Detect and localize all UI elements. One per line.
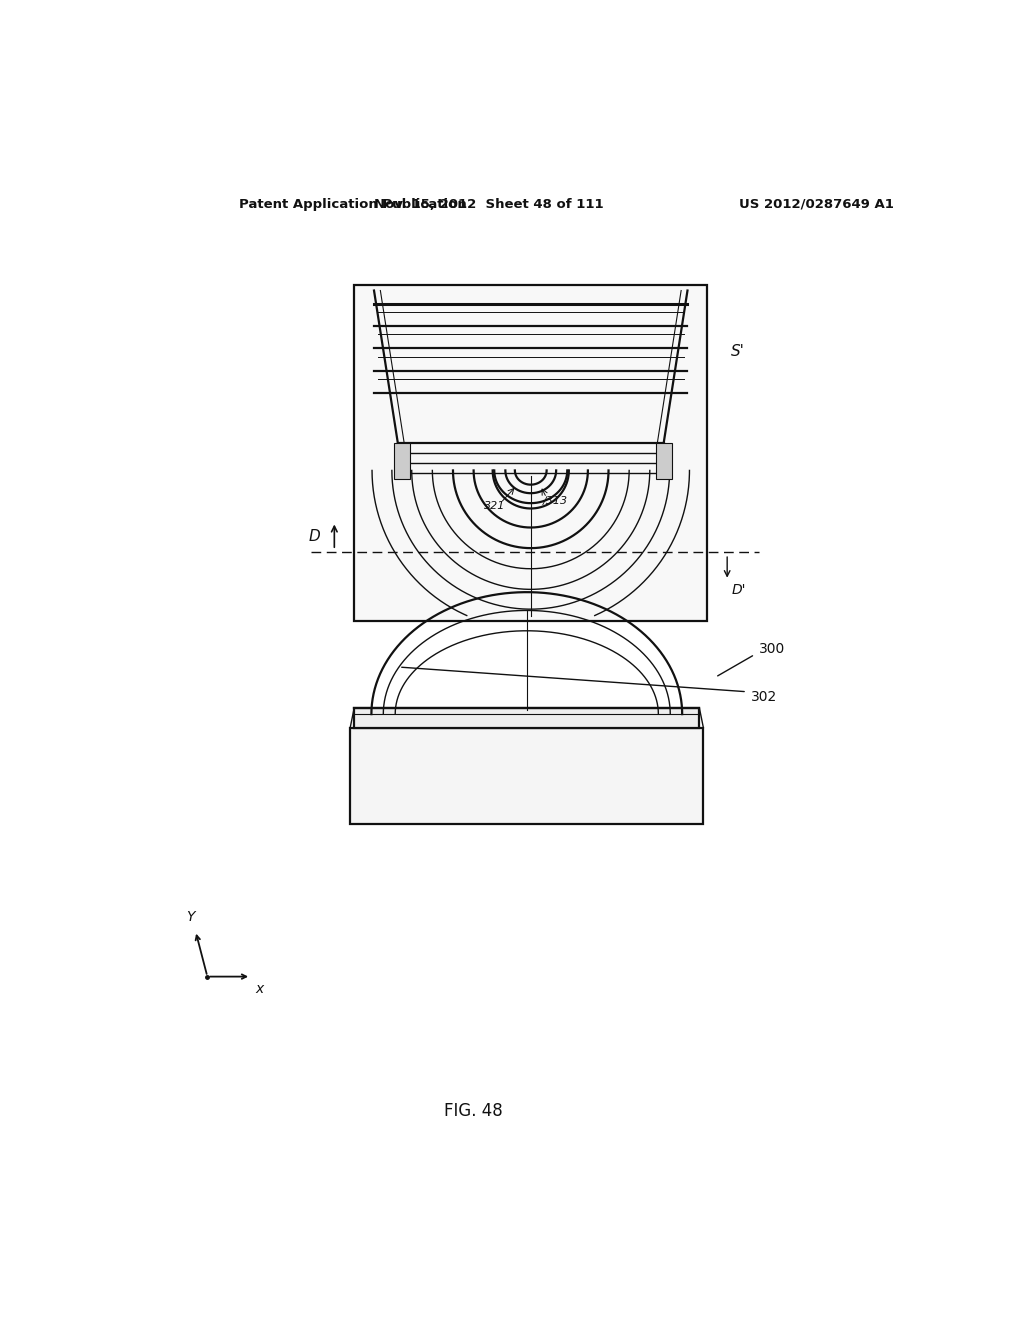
- Text: /313: /313: [543, 496, 567, 506]
- Text: 300: 300: [759, 643, 785, 656]
- Text: Patent Application Publication: Patent Application Publication: [240, 198, 467, 211]
- Bar: [394, 444, 410, 479]
- Bar: [354, 285, 708, 620]
- Text: x: x: [255, 982, 263, 995]
- Text: Y: Y: [185, 909, 195, 924]
- Bar: [655, 444, 672, 479]
- Text: FIG. 48: FIG. 48: [443, 1102, 503, 1119]
- Text: 321: 321: [484, 502, 506, 511]
- Text: US 2012/0287649 A1: US 2012/0287649 A1: [739, 198, 894, 211]
- Text: 302: 302: [751, 690, 777, 704]
- Text: D: D: [308, 529, 321, 544]
- Bar: [350, 727, 703, 824]
- Text: Nov. 15, 2012  Sheet 48 of 111: Nov. 15, 2012 Sheet 48 of 111: [375, 198, 604, 211]
- Bar: [354, 708, 699, 727]
- Text: D': D': [731, 582, 745, 597]
- Text: S': S': [731, 345, 745, 359]
